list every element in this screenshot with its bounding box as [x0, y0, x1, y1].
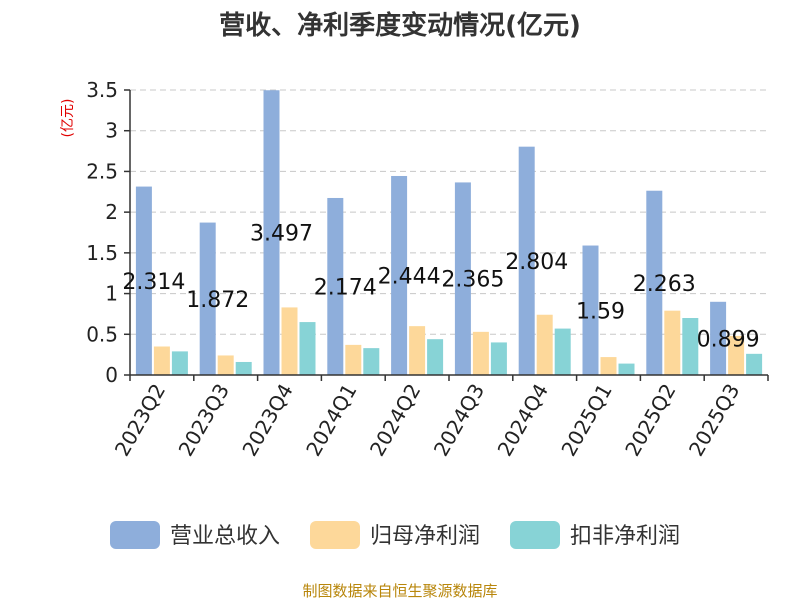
- bar-1-2024Q3: [454, 182, 471, 375]
- bar-1-2023Q2: [135, 186, 152, 375]
- y-tick-label: 3: [105, 119, 118, 143]
- source-note: 制图数据来自恒生聚源数据库: [302, 582, 497, 600]
- bar-2-2024Q1: [345, 344, 362, 375]
- data-label: 0.899: [697, 327, 760, 352]
- bar-3-2023Q4: [299, 322, 316, 375]
- bar-2-2025Q1: [600, 357, 617, 375]
- bar-1-2023Q4: [263, 90, 280, 375]
- y-tick-label: 1: [105, 282, 118, 306]
- bar-1-2024Q4: [518, 146, 535, 375]
- legend-swatch: [510, 521, 560, 549]
- bars: [135, 90, 763, 375]
- legend-label: 营业总收入: [170, 524, 280, 549]
- chart-title: 营收、净利季度变动情况(亿元): [219, 10, 581, 41]
- x-axis-ticks: 2023Q2 2023Q3 2023Q4 2024Q1 2024Q2 2024Q3 2024…: [110, 380, 745, 461]
- bar-3-2025Q1: [618, 363, 635, 375]
- bar-2-2024Q3: [472, 331, 489, 375]
- bar-2-2024Q2: [409, 326, 426, 375]
- legend-label: 扣非净利润: [570, 524, 680, 549]
- legend-swatch: [110, 521, 160, 549]
- data-label: 2.263: [633, 272, 696, 297]
- legend-item-3[interactable]: 扣非净利润: [510, 521, 680, 549]
- bar-2-2024Q4: [536, 314, 553, 375]
- bar-2-2023Q2: [153, 346, 170, 375]
- x-tick-label: 2024Q2: [365, 380, 425, 461]
- bar-3-2024Q4: [554, 328, 571, 375]
- y-axis-ticks: 0 0.5 1 1.5 2 2.5 3 3.5: [86, 78, 130, 387]
- y-axis-unit: (亿元): [60, 99, 76, 138]
- bar-3-2023Q2: [171, 351, 188, 375]
- bar-2-2025Q2: [664, 310, 681, 375]
- x-tick-label: 2023Q3: [174, 380, 234, 461]
- legend[interactable]: 营业总收入 归母净利润 扣非净利润: [110, 521, 680, 549]
- y-tick-label: 2.5: [86, 159, 118, 183]
- x-tick-label: 2025Q1: [556, 380, 616, 461]
- data-label: 2.444: [378, 264, 441, 289]
- data-label: 3.497: [250, 222, 313, 247]
- bar-2-2025Q3: [728, 335, 745, 375]
- data-label: 2.804: [505, 250, 568, 275]
- x-tick-label: 2025Q3: [684, 380, 744, 461]
- bar-1-2024Q2: [391, 175, 408, 375]
- bar-1-2025Q1: [582, 245, 599, 375]
- y-tick-label: 1.5: [86, 241, 118, 265]
- legend-item-2[interactable]: 归母净利润: [310, 521, 480, 549]
- x-tick-label: 2024Q3: [429, 380, 489, 461]
- bar-1-2023Q3: [199, 222, 216, 375]
- y-tick-label: 0.5: [86, 322, 118, 346]
- bar-2-2023Q3: [217, 355, 234, 375]
- x-tick-label: 2025Q2: [620, 380, 680, 461]
- bar-3-2025Q3: [746, 353, 763, 375]
- data-label: 2.174: [314, 275, 377, 300]
- x-tick-label: 2023Q2: [110, 380, 170, 461]
- axes: [129, 90, 769, 381]
- bar-1-2024Q1: [327, 197, 344, 375]
- bar-3-2023Q3: [235, 361, 252, 375]
- data-label: 2.365: [441, 268, 504, 293]
- bar-3-2025Q2: [682, 318, 699, 375]
- x-tick-label: 2024Q4: [493, 380, 553, 461]
- data-label: 1.59: [576, 299, 625, 324]
- data-label: 2.314: [122, 270, 185, 295]
- bar-2-2023Q4: [281, 307, 298, 375]
- y-tick-label: 2: [105, 200, 118, 224]
- bar-3-2024Q2: [427, 339, 444, 375]
- x-tick-label: 2024Q1: [301, 380, 361, 461]
- bar-3-2024Q1: [363, 348, 380, 375]
- y-tick-label: 3.5: [86, 78, 118, 102]
- legend-label: 归母净利润: [370, 524, 480, 549]
- data-label: 1.872: [186, 288, 249, 313]
- y-tick-label: 0: [105, 363, 118, 387]
- bar-1-2025Q3: [710, 301, 727, 375]
- bar-3-2024Q3: [490, 342, 507, 375]
- bar-1-2025Q2: [646, 190, 663, 375]
- legend-swatch: [310, 521, 360, 549]
- legend-item-1[interactable]: 营业总收入: [110, 521, 280, 549]
- x-tick-label: 2023Q4: [237, 380, 297, 461]
